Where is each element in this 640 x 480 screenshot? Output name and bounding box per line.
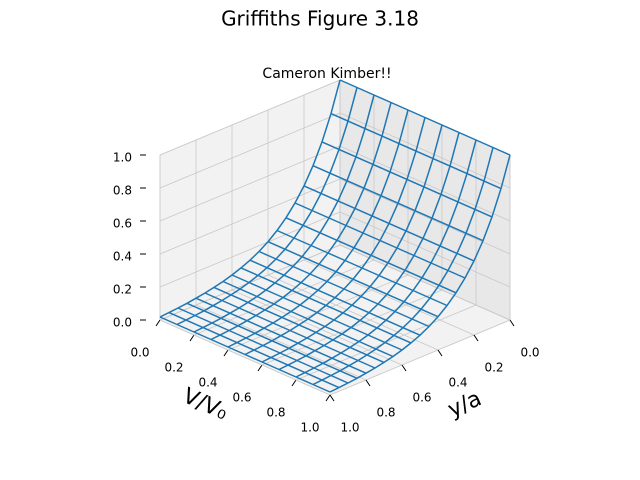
- y-tick: [437, 349, 443, 357]
- wire-line: [244, 117, 426, 356]
- wire-line: [210, 102, 392, 341]
- z-tick-label: 0.0: [113, 316, 132, 330]
- y-tick: [329, 394, 335, 402]
- wire-line: [261, 124, 443, 363]
- y-grid-line: [303, 259, 475, 336]
- wire-line: [295, 139, 477, 378]
- chart-title: Griffiths Figure 3.18: [221, 7, 419, 31]
- z-grid-line: [339, 211, 511, 288]
- z-tick-label: 0.8: [113, 184, 132, 198]
- x-tick: [291, 379, 297, 387]
- y-grid-line: [195, 304, 367, 381]
- y-tick-label: 0.4: [448, 376, 467, 390]
- z-grid-line: [339, 178, 511, 255]
- y-tick-label: 0.8: [376, 406, 395, 420]
- x-tick-label: 1.0: [300, 421, 319, 435]
- y-tick: [365, 379, 371, 387]
- wire-line: [176, 87, 358, 326]
- z-grid-line: [159, 145, 341, 222]
- y-tick-label: 0.2: [484, 361, 503, 375]
- y-grid-line: [159, 319, 331, 396]
- z-grid-line: [159, 112, 341, 189]
- z-grid-line: [339, 244, 511, 321]
- y-tick: [509, 319, 515, 327]
- x-tick-label: 0.8: [266, 406, 285, 420]
- wire-line: [193, 94, 375, 333]
- x-axis-label: V/V₀: [179, 384, 232, 426]
- y-tick-label: 1.0: [340, 421, 359, 435]
- z-grid-line: [159, 79, 341, 156]
- x-tick: [223, 349, 229, 357]
- z-tick-label: 0.6: [113, 217, 132, 231]
- wire-line: [227, 109, 409, 348]
- z-grid-line: [159, 211, 341, 288]
- wire-line: [329, 154, 511, 393]
- z-tick-label: 1.0: [113, 151, 132, 165]
- y-tick: [473, 334, 479, 342]
- y-grid-line: [231, 289, 403, 366]
- y-tick-label: 0.6: [412, 391, 431, 405]
- y-axis-label: y/a: [444, 386, 485, 423]
- x-tick-label: 0.0: [130, 346, 149, 360]
- x-tick: [257, 364, 263, 372]
- x-tick: [325, 394, 331, 402]
- x-grid-line: [329, 319, 511, 396]
- z-grid-line: [339, 112, 511, 189]
- x-tick: [189, 334, 195, 342]
- z-tick-label: 0.2: [113, 283, 132, 297]
- wire-line: [278, 132, 460, 371]
- y-tick: [401, 364, 407, 372]
- x-tick: [155, 319, 161, 327]
- wire-line: [159, 79, 341, 318]
- z-tick-label: 0.4: [113, 250, 132, 264]
- x-tick-label: 0.6: [232, 391, 251, 405]
- wire-line: [312, 147, 494, 386]
- x-tick-label: 0.2: [164, 361, 183, 375]
- x-tick-label: 0.4: [198, 376, 217, 390]
- y-tick-label: 0.0: [520, 346, 539, 360]
- z-grid-line: [159, 178, 341, 255]
- chart-subtitle: Cameron Kimber!!: [262, 66, 391, 82]
